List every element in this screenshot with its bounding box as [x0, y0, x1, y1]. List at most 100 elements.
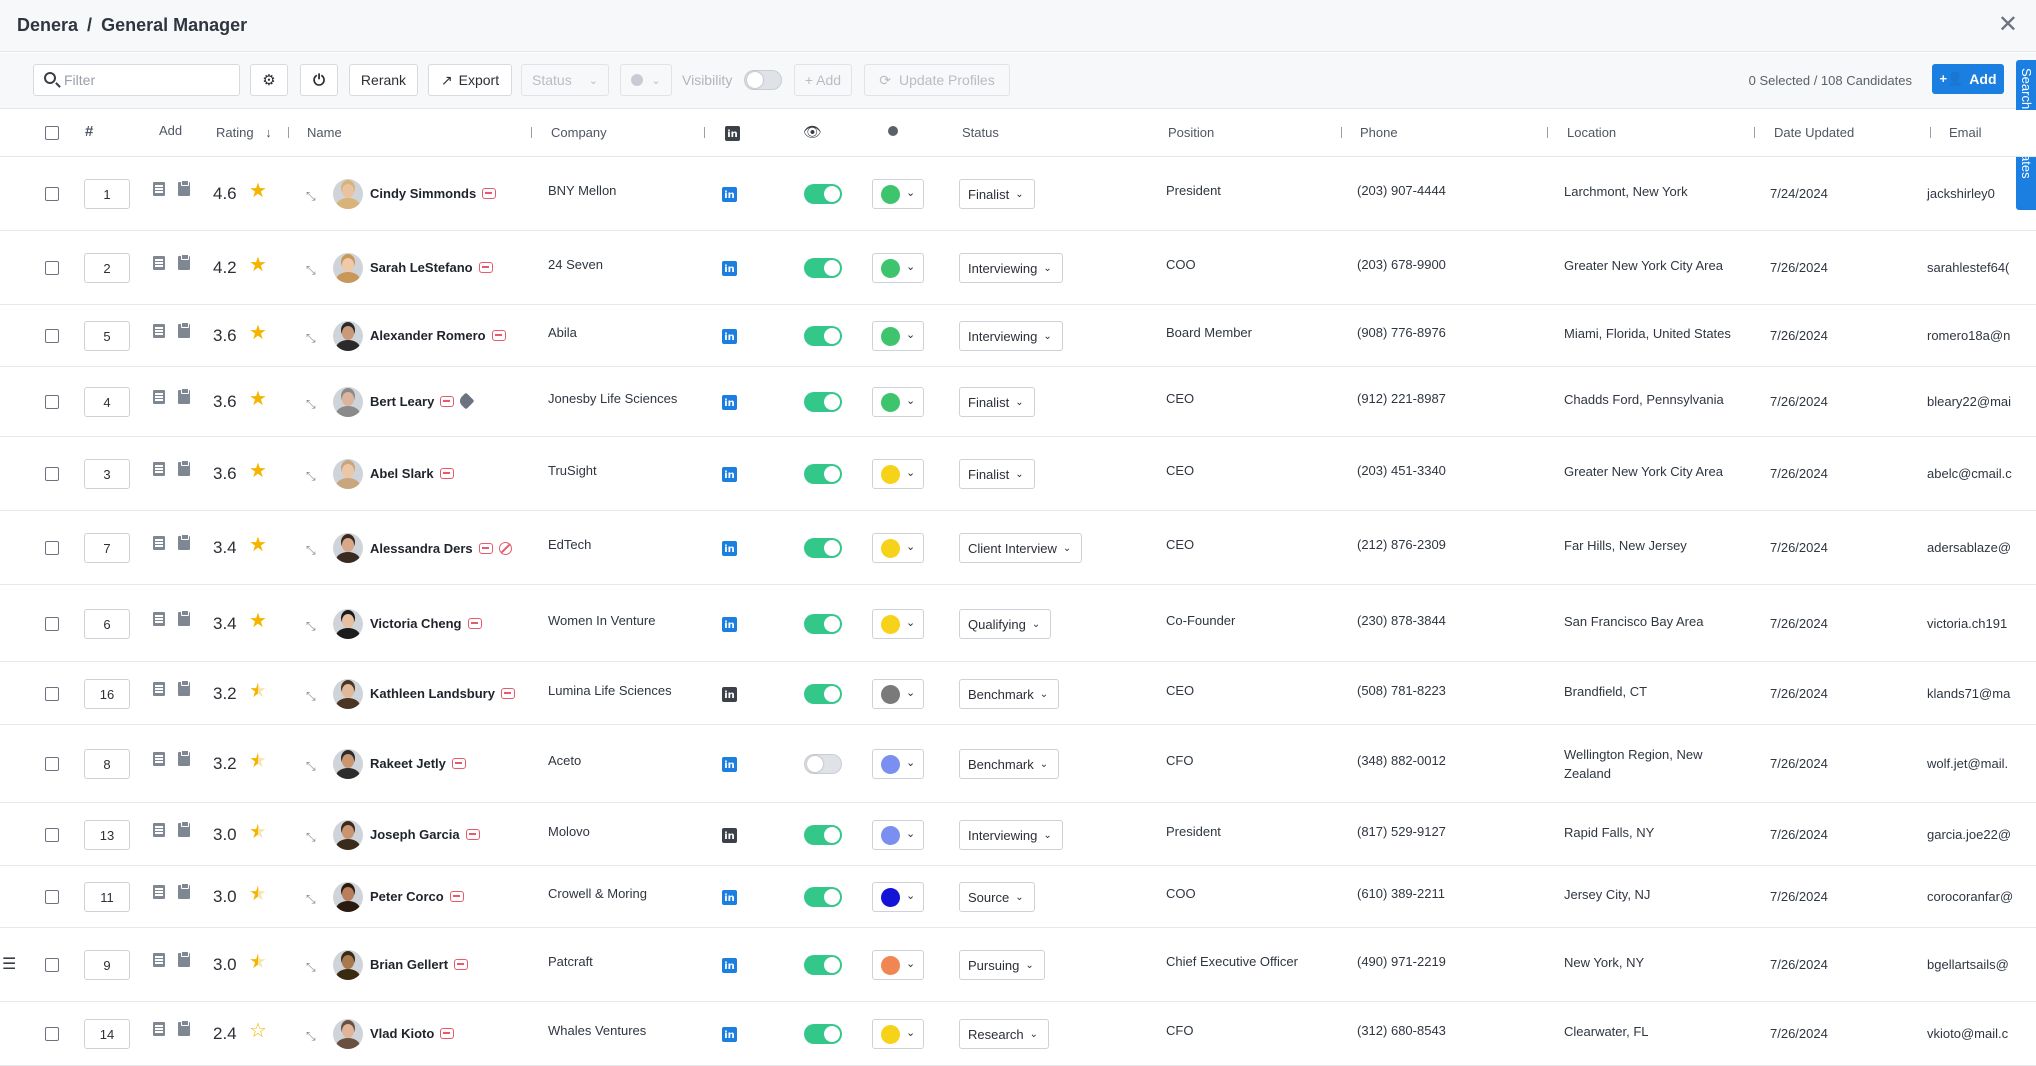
linkedin-icon[interactable]: in	[722, 261, 737, 276]
table-row[interactable]: 14 2.4 ☆ ⤡ Vlad Kioto Whales Ventures in…	[0, 1002, 2036, 1066]
color-select[interactable]: ⌄	[872, 950, 924, 980]
col-email[interactable]: Email	[1949, 125, 1982, 140]
expand-icon[interactable]: ⤡	[306, 263, 316, 277]
color-select[interactable]: ⌄	[872, 459, 924, 489]
candidate-name[interactable]: Brian Gellert	[370, 957, 469, 972]
close-icon[interactable]: ✕	[1997, 11, 2018, 38]
clipboard-icon[interactable]	[178, 534, 190, 550]
color-select[interactable]: ⌄	[872, 179, 924, 209]
update-profiles-button[interactable]: ⟳ Update Profiles	[864, 64, 1010, 96]
rank-input[interactable]: 6	[84, 609, 130, 639]
candidate-name-text[interactable]: Brian Gellert	[370, 957, 449, 972]
linkedin-icon[interactable]: in	[722, 329, 737, 344]
row-checkbox[interactable]	[45, 467, 59, 481]
status-select[interactable]: Source ⌄	[959, 882, 1035, 912]
expand-icon[interactable]: ⤡	[306, 469, 316, 483]
tag-icon[interactable]	[491, 330, 506, 341]
settings-button[interactable]: ⚙	[250, 64, 288, 96]
row-checkbox[interactable]	[45, 395, 59, 409]
linkedin-icon[interactable]: in	[722, 958, 737, 973]
blocked-icon[interactable]	[498, 542, 512, 555]
candidate-name[interactable]: Vlad Kioto	[370, 1026, 455, 1041]
visibility-toggle[interactable]	[804, 684, 842, 704]
col-divider[interactable]	[1341, 127, 1342, 138]
table-row[interactable]: 7 3.4 ★ ⤡ Alessandra Ders EdTech in ⌄ Cl…	[0, 511, 2036, 585]
document-icon[interactable]	[153, 462, 165, 476]
tag-icon[interactable]	[449, 891, 464, 902]
candidate-name-text[interactable]: Kathleen Landsbury	[370, 686, 495, 701]
clipboard-icon[interactable]	[178, 750, 190, 766]
color-select[interactable]: ⌄	[872, 679, 924, 709]
status-select[interactable]: Pursuing ⌄	[959, 950, 1045, 980]
status-select[interactable]: Client Interview ⌄	[959, 533, 1083, 563]
visibility-toggle[interactable]	[804, 392, 842, 412]
clipboard-icon[interactable]	[178, 322, 190, 338]
visibility-toggle[interactable]	[804, 887, 842, 907]
clipboard-icon[interactable]	[178, 610, 190, 626]
row-checkbox[interactable]	[45, 687, 59, 701]
visibility-toggle[interactable]	[804, 754, 842, 774]
expand-icon[interactable]: ⤡	[306, 331, 316, 345]
document-icon[interactable]	[153, 390, 165, 404]
star-icon[interactable]: ★	[249, 821, 267, 843]
select-all-checkbox[interactable]	[45, 126, 59, 140]
org-name[interactable]: Denera	[17, 15, 79, 35]
visibility-toggle[interactable]	[804, 258, 842, 278]
rerank-button[interactable]: Rerank	[349, 64, 418, 96]
expand-icon[interactable]: ⤡	[306, 619, 316, 633]
color-select[interactable]: ⌄	[872, 882, 924, 912]
col-rating[interactable]: Rating ↓	[216, 125, 272, 140]
clipboard-icon[interactable]	[178, 388, 190, 404]
export-button[interactable]: ↗ Export	[428, 64, 512, 96]
avatar[interactable]	[333, 950, 363, 980]
color-filter-dropdown[interactable]: ⌄	[620, 64, 672, 96]
status-select[interactable]: Interviewing ⌄	[959, 321, 1063, 351]
row-checkbox[interactable]	[45, 958, 59, 972]
expand-icon[interactable]: ⤡	[306, 892, 316, 906]
row-checkbox[interactable]	[45, 828, 59, 842]
table-row[interactable]: 8 3.2 ★ ⤡ Rakeet Jetly Aceto in ⌄ Benchm…	[0, 725, 2036, 803]
status-select[interactable]: Qualifying ⌄	[959, 609, 1052, 639]
linkedin-icon[interactable]: in	[722, 541, 737, 556]
candidate-name[interactable]: Cindy Simmonds	[370, 186, 497, 201]
star-icon[interactable]: ★	[249, 680, 267, 702]
avatar[interactable]	[333, 749, 363, 779]
email-cell[interactable]: abelc@cmail.c	[1927, 466, 2012, 481]
candidate-name-text[interactable]: Peter Corco	[370, 889, 444, 904]
candidate-name[interactable]: Alessandra Ders	[370, 540, 512, 556]
status-select[interactable]: Interviewing ⌄	[959, 253, 1063, 283]
row-checkbox[interactable]	[45, 541, 59, 555]
add-candidate-button[interactable]: +👤 Add	[1932, 64, 2004, 94]
status-select[interactable]: Research ⌄	[959, 1019, 1050, 1049]
col-divider[interactable]	[531, 127, 532, 138]
table-row[interactable]: 16 3.2 ★ ⤡ Kathleen Landsbury Lumina Lif…	[0, 662, 2036, 725]
document-icon[interactable]	[153, 324, 165, 338]
visibility-toggle[interactable]	[804, 326, 842, 346]
status-select[interactable]: Finalist ⌄	[959, 179, 1035, 209]
avatar[interactable]	[333, 459, 363, 489]
star-icon[interactable]: ★	[249, 180, 267, 202]
linkedin-icon[interactable]: in	[722, 395, 737, 410]
star-icon[interactable]: ★	[249, 610, 267, 632]
clipboard-icon[interactable]	[178, 680, 190, 696]
candidate-name[interactable]: Victoria Cheng	[370, 616, 482, 631]
tag-icon[interactable]	[440, 1028, 455, 1039]
linkedin-icon[interactable]: in	[722, 187, 737, 202]
color-select[interactable]: ⌄	[872, 820, 924, 850]
color-select[interactable]: ⌄	[872, 253, 924, 283]
candidate-name[interactable]: Abel Slark	[370, 466, 454, 481]
tag-icon[interactable]	[478, 543, 493, 554]
status-select[interactable]: Finalist ⌄	[959, 387, 1035, 417]
expand-icon[interactable]: ⤡	[306, 960, 316, 974]
candidate-name-text[interactable]: Vlad Kioto	[370, 1026, 435, 1041]
row-checkbox[interactable]	[45, 757, 59, 771]
color-select[interactable]: ⌄	[872, 609, 924, 639]
star-icon[interactable]: ★	[249, 322, 267, 344]
table-row[interactable]: 5 3.6 ★ ⤡ Alexander Romero Abila in ⌄ In…	[0, 305, 2036, 367]
candidate-name[interactable]: Peter Corco	[370, 889, 464, 904]
rank-input[interactable]: 11	[84, 882, 130, 912]
clipboard-icon[interactable]	[178, 460, 190, 476]
visibility-toggle[interactable]	[804, 614, 842, 634]
tag-icon[interactable]	[500, 688, 515, 699]
clipboard-icon[interactable]	[178, 180, 190, 196]
